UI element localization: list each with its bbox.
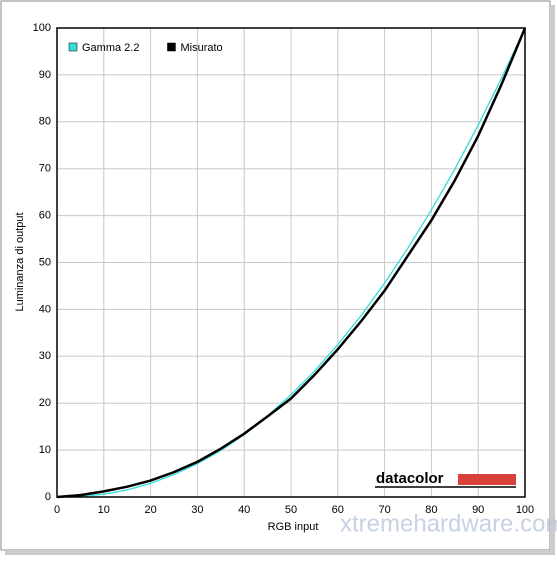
y-tick-label: 20	[39, 397, 51, 409]
x-tick-label: 70	[378, 504, 390, 516]
y-tick-label: 0	[45, 491, 51, 503]
x-tick-label: 40	[238, 504, 250, 516]
y-tick-label: 100	[33, 22, 51, 34]
y-tick-label: 30	[39, 350, 51, 362]
y-tick-label: 70	[39, 163, 51, 175]
x-axis-label: RGB input	[268, 521, 319, 533]
watermark: xtremehardware.com	[340, 510, 557, 537]
x-tick-label: 60	[332, 504, 344, 516]
y-axis-label: Luminanza di output	[14, 212, 26, 311]
frame	[0, 0, 551, 551]
series-line	[56, 27, 526, 498]
y-tick-label: 80	[39, 116, 51, 128]
frame-shadow	[5, 550, 553, 555]
logo-bar	[458, 474, 516, 485]
y-tick-label: 60	[39, 210, 51, 222]
x-tick-label: 30	[191, 504, 203, 516]
legend-swatch	[68, 42, 78, 52]
legend-swatch	[167, 42, 176, 52]
x-tick-label: 100	[516, 504, 534, 516]
plot-border	[56, 27, 526, 498]
x-tick-label: 50	[285, 504, 297, 516]
logo: datacolor	[376, 470, 444, 487]
x-tick-label: 90	[472, 504, 484, 516]
series-line	[56, 27, 527, 499]
frame-shadow	[550, 5, 555, 555]
x-tick-label: 20	[144, 504, 156, 516]
legend-label: Gamma 2.2	[82, 42, 139, 54]
x-tick-label: 10	[98, 504, 110, 516]
y-tick-label: 40	[39, 303, 51, 315]
x-tick-label: 0	[54, 504, 60, 516]
x-tick-label: 80	[425, 504, 437, 516]
legend-label: Misurato	[180, 42, 222, 54]
y-tick-label: 50	[39, 256, 51, 268]
y-tick-label: 90	[39, 69, 51, 81]
y-tick-label: 10	[39, 444, 51, 456]
